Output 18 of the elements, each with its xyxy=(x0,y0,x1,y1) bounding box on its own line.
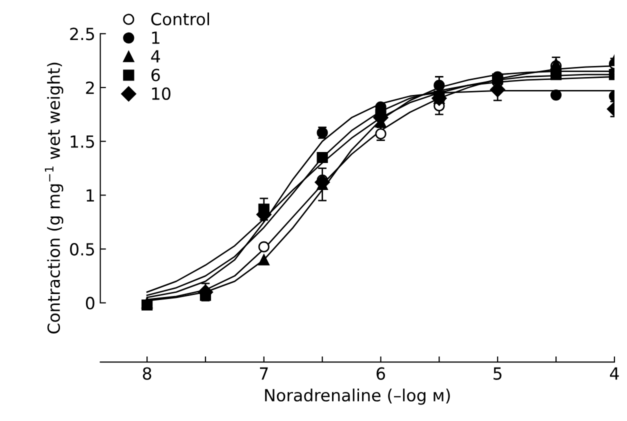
legend-label: Control xyxy=(151,12,209,26)
legend-label: 6 xyxy=(151,68,160,82)
x-tick-label: 4 xyxy=(610,367,619,380)
y-tick-label: 2.5 xyxy=(70,28,94,40)
legend-label: 1 xyxy=(152,32,160,44)
x-axis-title: Noradrenaline (–log м) xyxy=(265,388,450,405)
y-tick-label: 2 xyxy=(86,81,94,94)
y-tick-label: 0.5 xyxy=(70,242,94,256)
legend-label: 4 xyxy=(151,50,160,62)
y-tick-label: 1 xyxy=(86,189,94,202)
x-tick-label: 6 xyxy=(376,367,386,380)
x-tick-label: 7 xyxy=(260,367,268,380)
legend-label: 10 xyxy=(152,87,170,100)
y-tick-label: 0 xyxy=(86,296,94,310)
y-tick-label: 1.5 xyxy=(70,136,94,148)
y-axis-title: Contraction (g mg$^{−1}$ wet weight) xyxy=(44,62,64,334)
x-tick-label: 5 xyxy=(494,367,502,380)
x-tick-label: 8 xyxy=(142,367,152,380)
